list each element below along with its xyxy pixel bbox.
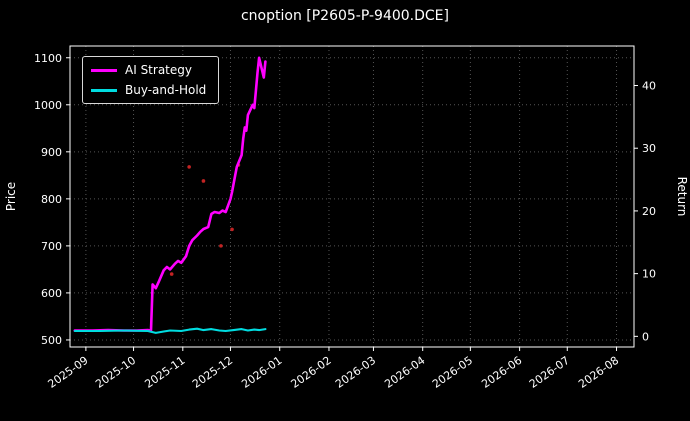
svg-text:600: 600 [41, 287, 62, 300]
buy-and-hold-line-swatch [91, 88, 117, 92]
svg-text:2025-09: 2025-09 [45, 354, 90, 391]
svg-text:700: 700 [41, 240, 62, 253]
svg-text:2026-05: 2026-05 [430, 354, 475, 391]
svg-text:2026-02: 2026-02 [289, 354, 334, 391]
legend-label: Buy-and-Hold [125, 83, 207, 97]
svg-text:30: 30 [642, 142, 656, 155]
svg-text:Return: Return [675, 177, 689, 217]
svg-text:900: 900 [41, 146, 62, 159]
svg-text:2025-12: 2025-12 [190, 354, 235, 391]
legend-item-buy-and-hold: Buy-and-Hold [91, 83, 206, 97]
svg-text:2026-04: 2026-04 [382, 354, 427, 391]
svg-text:10: 10 [642, 268, 656, 281]
svg-text:Price: Price [4, 182, 18, 211]
svg-text:2026-06: 2026-06 [479, 354, 524, 391]
svg-text:500: 500 [41, 334, 62, 347]
svg-text:2025-11: 2025-11 [142, 354, 187, 391]
svg-text:2026-01: 2026-01 [239, 354, 284, 391]
svg-text:40: 40 [642, 80, 656, 93]
svg-text:800: 800 [41, 193, 62, 206]
svg-text:2026-03: 2026-03 [333, 354, 378, 391]
ai-strategy-line-swatch [91, 68, 117, 72]
svg-text:1000: 1000 [34, 99, 62, 112]
svg-text:1100: 1100 [34, 52, 62, 65]
svg-text:2026-07: 2026-07 [527, 354, 572, 391]
svg-text:2026-08: 2026-08 [576, 354, 621, 391]
legend-item-ai-strategy: AI Strategy [91, 63, 206, 77]
svg-text:20: 20 [642, 205, 656, 218]
legend: AI Strategy Buy-and-Hold [82, 56, 220, 104]
svg-text:0: 0 [642, 330, 649, 343]
chart-title: cnoption [P2605-P-9400.DCE] [240, 8, 449, 24]
svg-text:2025-10: 2025-10 [93, 354, 138, 391]
legend-label: AI Strategy [125, 63, 192, 77]
